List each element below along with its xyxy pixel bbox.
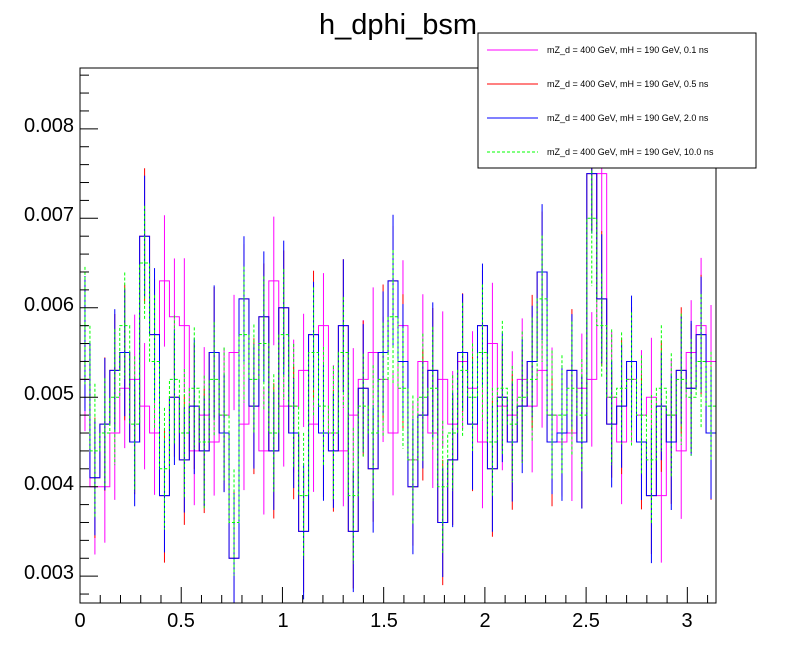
x-tick-label: 3 xyxy=(681,610,692,632)
x-tick-label: 0.5 xyxy=(167,610,195,632)
y-tick-label: 0.005 xyxy=(24,383,74,405)
legend-entry-label: mZ_d = 400 GeV, mH = 190 GeV, 2.0 ns xyxy=(547,113,709,123)
series-3 xyxy=(80,150,716,576)
x-tick-labels: 0 0.5 1 1.5 2 2.5 3 xyxy=(74,610,692,632)
series-layer xyxy=(80,113,716,603)
y-tick-label: 0.006 xyxy=(24,294,74,316)
x-tick-label: 2.5 xyxy=(572,610,600,632)
series-step-line xyxy=(80,217,716,523)
legend-entry-label: mZ_d = 400 GeV, mH = 190 GeV, 0.5 ns xyxy=(547,79,709,89)
legend-box xyxy=(477,32,757,169)
y-tick-label: 0.003 xyxy=(24,562,74,584)
x-tick-label: 1 xyxy=(277,610,288,632)
y-tick-label: 0.008 xyxy=(24,115,74,137)
y-tick-labels: 0.003 0.004 0.005 0.006 0.007 0.008 xyxy=(24,115,74,584)
y-tick-label: 0.007 xyxy=(24,204,74,226)
legend-entry-label: mZ_d = 400 GeV, mH = 190 GeV, 10.0 ns xyxy=(547,147,714,157)
x-tick-label: 2 xyxy=(479,610,490,632)
x-axis xyxy=(79,587,709,603)
plot-frame xyxy=(79,67,717,604)
y-tick-label: 0.004 xyxy=(24,473,74,495)
x-tick-label: 1.5 xyxy=(370,610,398,632)
y-axis xyxy=(80,74,98,595)
legend: mZ_d = 400 GeV, mH = 190 GeV, 0.1 ns mZ_… xyxy=(477,32,757,169)
legend-entry-label: mZ_d = 400 GeV, mH = 190 GeV, 0.1 ns xyxy=(547,45,709,55)
x-tick-label: 0 xyxy=(74,610,85,632)
chart-title: h_dphi_bsm xyxy=(319,9,477,41)
